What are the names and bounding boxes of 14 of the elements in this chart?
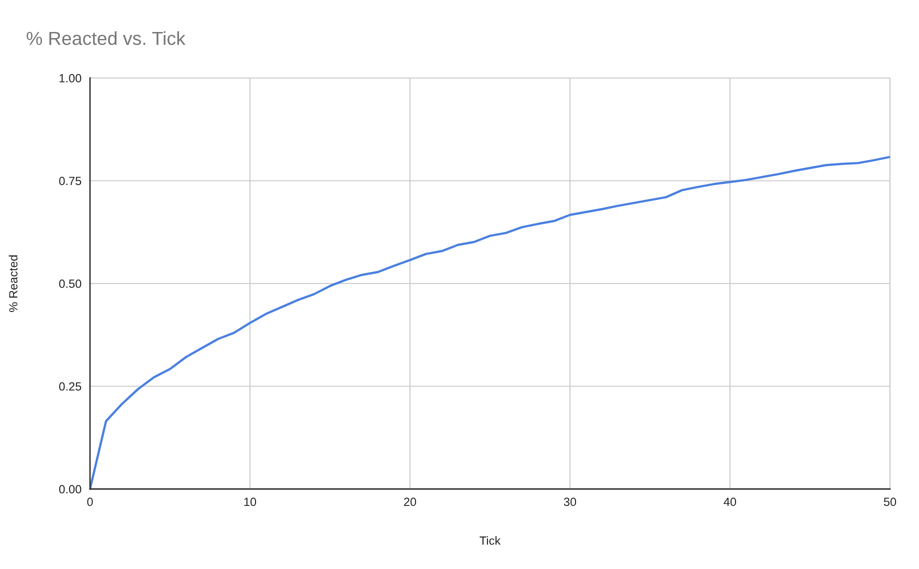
x-tick-label: 0 xyxy=(87,498,93,506)
x-tick-label: 50 xyxy=(884,498,896,506)
x-tick-label: 40 xyxy=(724,498,736,506)
chart-title: % Reacted vs. Tick xyxy=(26,31,186,46)
y-tick-label: 0.75 xyxy=(59,176,82,186)
x-tick-label: 20 xyxy=(404,498,416,506)
x-tick-label: 10 xyxy=(244,498,256,506)
y-tick-label: 0.50 xyxy=(59,280,82,288)
y-tick-label: 0.00 xyxy=(59,485,82,494)
x-axis-title: Tick xyxy=(480,536,501,545)
y-tick-label: 1.00 xyxy=(60,74,82,82)
x-tick-label: 30 xyxy=(564,498,576,506)
y-tick-label: 0.25 xyxy=(59,382,82,391)
y-axis-title: % Reacted xyxy=(8,255,18,312)
